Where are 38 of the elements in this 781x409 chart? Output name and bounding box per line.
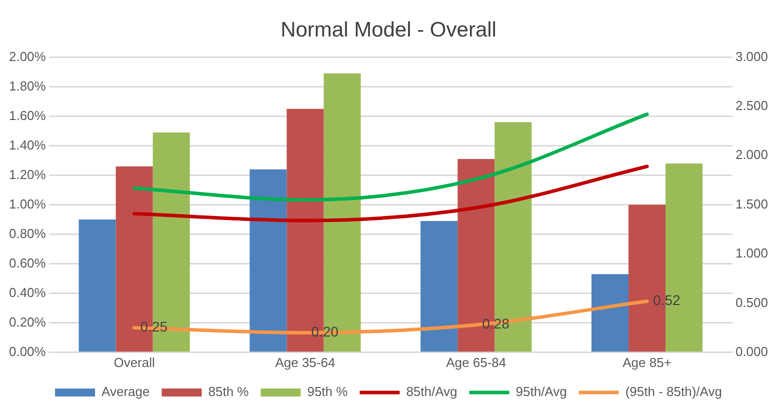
y-tick-label: 1.00% (8, 196, 46, 212)
data-label: 0.20 (311, 324, 339, 340)
legend-label: 85th/Avg (406, 384, 458, 400)
y-tick-label: 1.20% (8, 166, 46, 182)
chart-title: Normal Model - Overall (280, 18, 496, 42)
y2-tick-label: 3.000 (735, 48, 768, 64)
legend-label: 95th % (307, 384, 348, 400)
y-tick-label: 0.80% (8, 226, 46, 241)
y-tick-label: 0.00% (8, 344, 46, 359)
y2-tick-label: 1.000 (735, 246, 768, 261)
line-series (132, 112, 649, 202)
y-tick-label: 1.40% (8, 137, 46, 152)
bar (250, 169, 287, 352)
legend-label: 85th % (208, 384, 250, 400)
bar (78, 220, 116, 352)
x-tick-label: Overall (114, 354, 156, 370)
x-tick-label: Age 35-64 (275, 354, 336, 370)
y2-tick-label: 2.000 (735, 147, 768, 162)
y2-tick-label: 0.500 (735, 294, 768, 310)
y2-tick-label: 0.000 (735, 344, 768, 359)
x-tick-label: Age 85+ (622, 354, 672, 370)
line-series (132, 164, 649, 222)
y2-tick-label: 2.500 (735, 98, 768, 113)
y-tick-label: 1.80% (8, 78, 46, 94)
data-label: 0.25 (140, 318, 168, 335)
y2-tick-label: 1.500 (735, 196, 768, 212)
legend-label: (95th - 85th)/Avg (625, 384, 722, 400)
legend-label: Average (102, 384, 150, 400)
x-tick-label: Age 65-84 (446, 354, 506, 370)
y-tick-label: 0.40% (8, 284, 46, 300)
legend-label: 95th/Avg (516, 384, 567, 400)
data-label: 0.28 (482, 316, 510, 332)
bar (420, 221, 458, 352)
y-tick-label: 0.20% (8, 314, 46, 330)
y-tick-label: 1.60% (8, 108, 46, 123)
bar (591, 274, 629, 352)
y-tick-label: 0.60% (8, 255, 46, 270)
y-tick-label: 2.00% (8, 48, 46, 64)
